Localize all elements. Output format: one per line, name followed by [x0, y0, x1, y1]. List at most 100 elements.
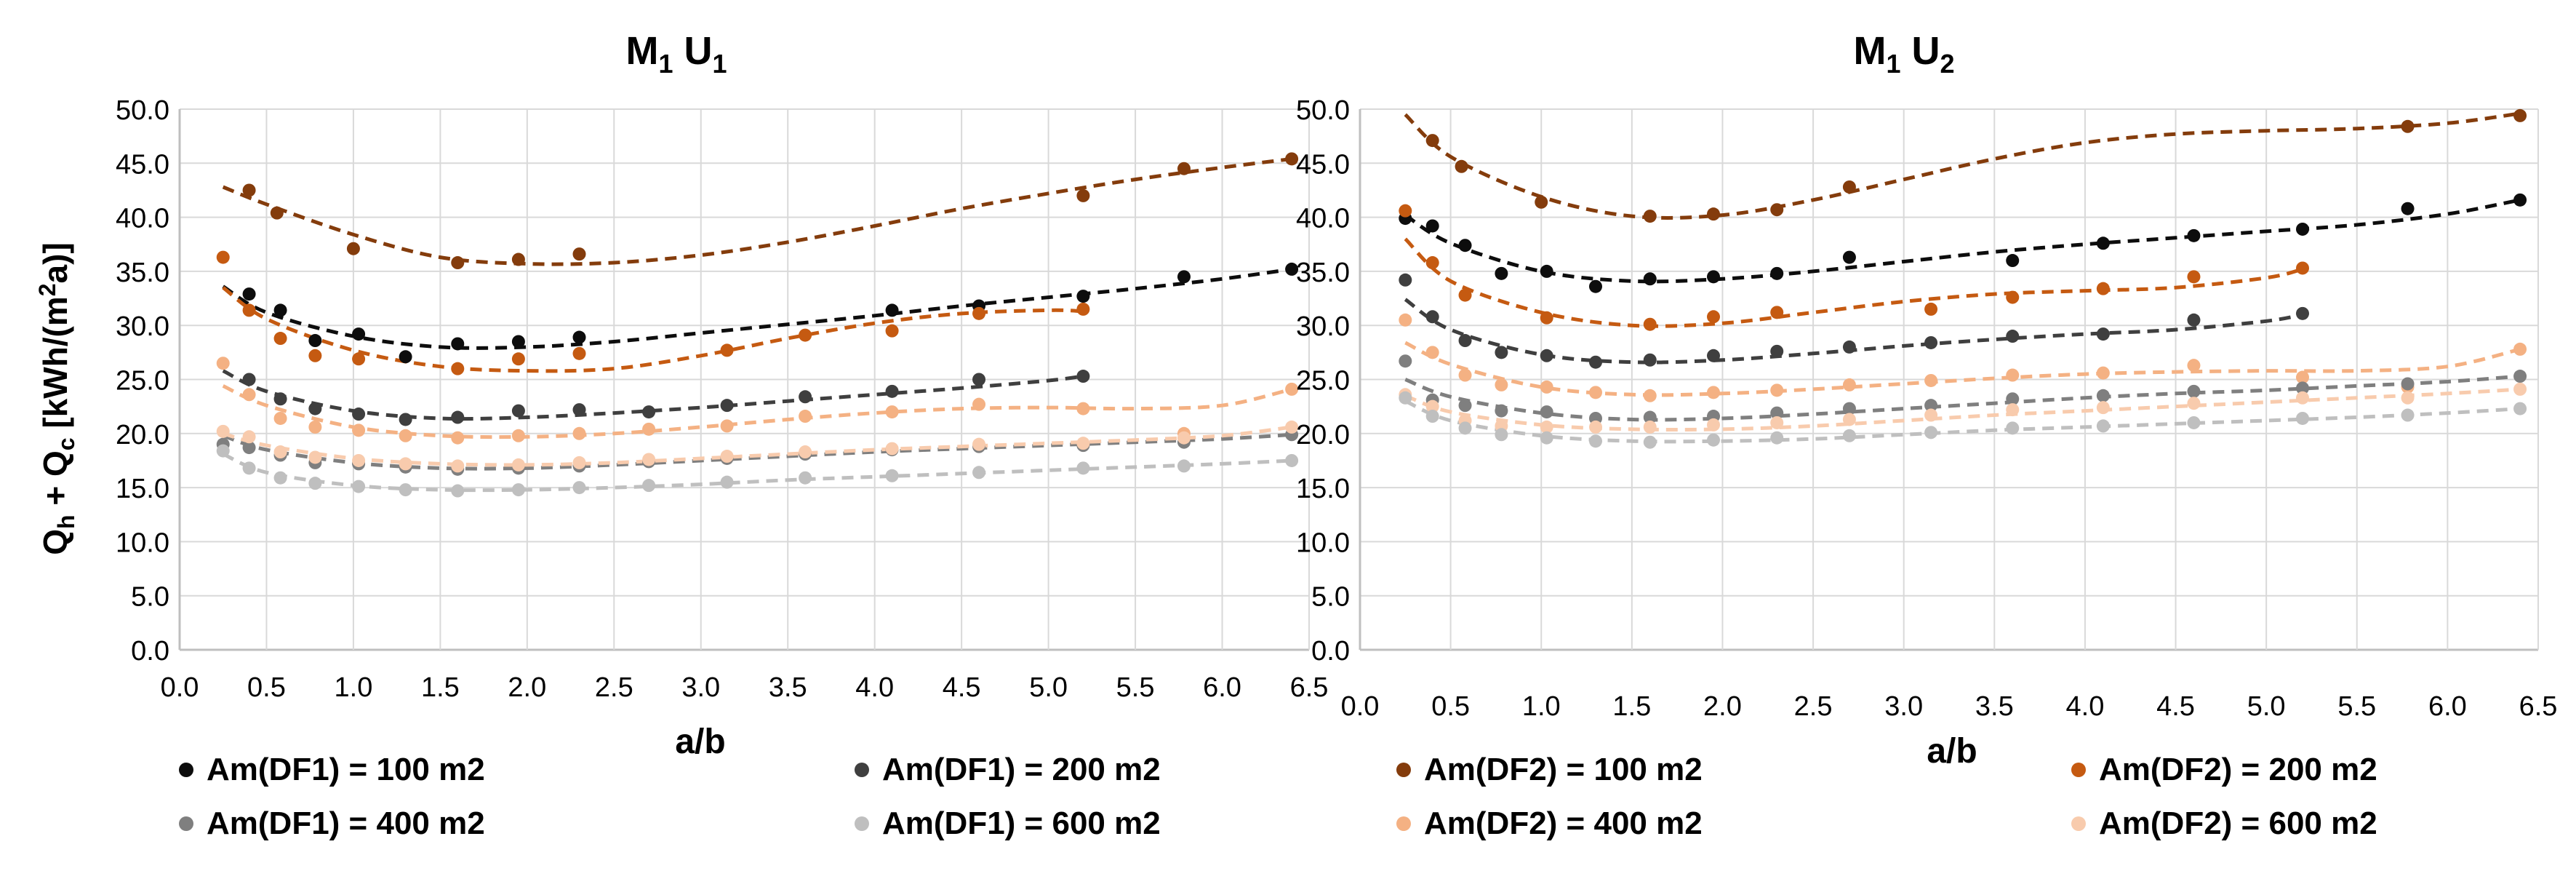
x-tick-label: 0.0: [1341, 691, 1380, 722]
point-DF1_200: [1540, 349, 1553, 362]
point-DF2_400: [2513, 342, 2527, 356]
point-DF1_100: [2296, 222, 2309, 236]
point-DF2_100: [1177, 162, 1191, 175]
x-tick-label: 2.0: [1703, 691, 1742, 722]
chart-panel-m1-u2: M1 U2 0.0 5.0 10.0 15.0 20.0 25.0 30.0 35.0 40.0…: [1296, 29, 2557, 771]
point-DF2_200: [972, 306, 986, 320]
point-DF1_600: [1924, 426, 1938, 440]
x-tick-label: 2.5: [595, 672, 633, 703]
y-tick-label: 15.0: [116, 474, 169, 504]
point-DF1_600: [1399, 391, 1412, 405]
point-DF1_200: [1643, 353, 1657, 367]
trendline-DF2_400: [222, 384, 1292, 440]
y-tick-label: 30.0: [1296, 311, 1350, 342]
point-DF1_200: [1770, 344, 1784, 358]
legend-label-DF2_600: Am(DF2) = 600 m2: [2099, 806, 2377, 841]
point-DF1_200: [1076, 370, 1090, 383]
point-DF2_400: [242, 388, 256, 402]
point-DF2_600: [308, 450, 322, 464]
trendline-DF2_400: [1404, 341, 2521, 397]
point-DF2_400: [2187, 359, 2201, 373]
point-DF1_200: [799, 390, 812, 404]
y-label-sub-c: c: [53, 437, 79, 450]
x-tick-label: 1.5: [1612, 691, 1651, 722]
point-DF1_100: [399, 350, 412, 364]
legend-label-DF1_600: Am(DF1) = 600 m2: [882, 806, 1161, 841]
x-tick-label: 5.0: [1029, 672, 1068, 703]
point-DF1_600: [2401, 408, 2415, 422]
point-DF1_200: [572, 403, 586, 417]
point-DF2_400: [511, 429, 525, 442]
point-DF2_200: [352, 352, 366, 366]
point-DF2_400: [1495, 378, 1508, 391]
point-DF2_600: [2401, 391, 2415, 405]
legend-label-DF2_400: Am(DF2) = 400 m2: [1424, 806, 1703, 841]
point-DF2_600: [1589, 420, 1602, 434]
point-DF2_200: [2187, 270, 2201, 284]
point-DF2_600: [2187, 397, 2201, 410]
y-label-q1: Q: [36, 529, 74, 555]
point-DF1_600: [2006, 421, 2020, 435]
point-DF1_400: [1643, 410, 1657, 424]
y-tick-label: 50.0: [1296, 95, 1350, 126]
y-tick-label: 45.0: [1296, 149, 1350, 180]
point-DF2_100: [1076, 188, 1090, 202]
y-tick-labels-m1-u2: 0.0 5.0 10.0 15.0 20.0 25.0 30.0 35.0 40.0 45.0 50…: [1296, 95, 1350, 667]
point-DF2_600: [1643, 420, 1657, 434]
y-tick-label: 20.0: [116, 420, 169, 450]
point-DF2_200: [216, 250, 230, 264]
trendline-DF1_100: [1404, 198, 2521, 284]
point-DF2_200: [799, 328, 812, 342]
point-DF1_600: [2296, 411, 2309, 425]
point-DF2_200: [1924, 302, 1938, 316]
point-DF1_100: [1540, 264, 1553, 278]
point-DF2_600: [242, 430, 256, 444]
point-DF1_100: [572, 330, 586, 344]
point-DF1_100: [308, 334, 322, 348]
y-label-unit-1: [kWh/(m: [36, 296, 74, 437]
point-DF2_200: [273, 332, 287, 346]
point-DF1_100: [2187, 228, 2201, 242]
point-DF2_400: [799, 410, 812, 423]
point-DF1_100: [2006, 254, 2020, 268]
point-DF1_200: [399, 413, 412, 426]
chart-panel-m1-u1: M1 U1 0.0 5.0 10.0 15.0 20.0 25.0 30.0 35.0 40.0…: [116, 29, 1328, 761]
point-DF2_100: [572, 247, 586, 261]
point-DF2_100: [1707, 207, 1720, 221]
point-DF2_400: [1770, 383, 1784, 397]
legend-marker-DF1_600: [855, 816, 869, 831]
point-DF2_600: [642, 453, 656, 466]
legend-label-DF2_100: Am(DF2) = 100 m2: [1424, 752, 1703, 787]
point-DF2_600: [1924, 408, 1938, 422]
point-DF2_600: [1177, 431, 1191, 445]
x-tick-label: 4.0: [2066, 691, 2105, 722]
legend-item-DF1_200: Am(DF1) = 200 m2: [855, 752, 1161, 787]
point-DF2_600: [1285, 420, 1299, 434]
trendline-DF1_400: [1404, 374, 2521, 422]
point-DF2_600: [1540, 420, 1553, 434]
trendline-DF1_200: [222, 369, 1084, 421]
point-DF2_400: [1924, 373, 1938, 387]
point-DF1_200: [1707, 349, 1720, 362]
trendline-DF1_100: [222, 267, 1292, 350]
x-tick-label: 3.5: [1975, 691, 2014, 722]
y-tick-label: 25.0: [116, 366, 169, 397]
point-DF1_600: [1643, 435, 1657, 449]
y-axis-label: Qh + Qc [kWh/(m2a)]: [34, 242, 79, 555]
point-DF2_200: [1540, 311, 1553, 325]
point-DF1_600: [2096, 419, 2110, 433]
legend-marker-DF2_400: [1396, 816, 1411, 831]
point-DF2_400: [1285, 382, 1299, 396]
point-DF2_100: [511, 252, 525, 266]
y-label-unit-2: a)]: [36, 242, 74, 283]
point-DF1_600: [572, 481, 586, 495]
point-DF1_600: [1770, 431, 1784, 445]
point-DF1_600: [720, 475, 734, 489]
point-DF2_600: [451, 459, 465, 473]
point-DF2_100: [270, 206, 284, 220]
point-DF1_600: [308, 477, 322, 490]
point-DF2_200: [1425, 256, 1439, 270]
point-DF1_400: [242, 441, 256, 455]
point-DF1_400: [2296, 381, 2309, 395]
point-DF2_400: [1589, 386, 1602, 399]
